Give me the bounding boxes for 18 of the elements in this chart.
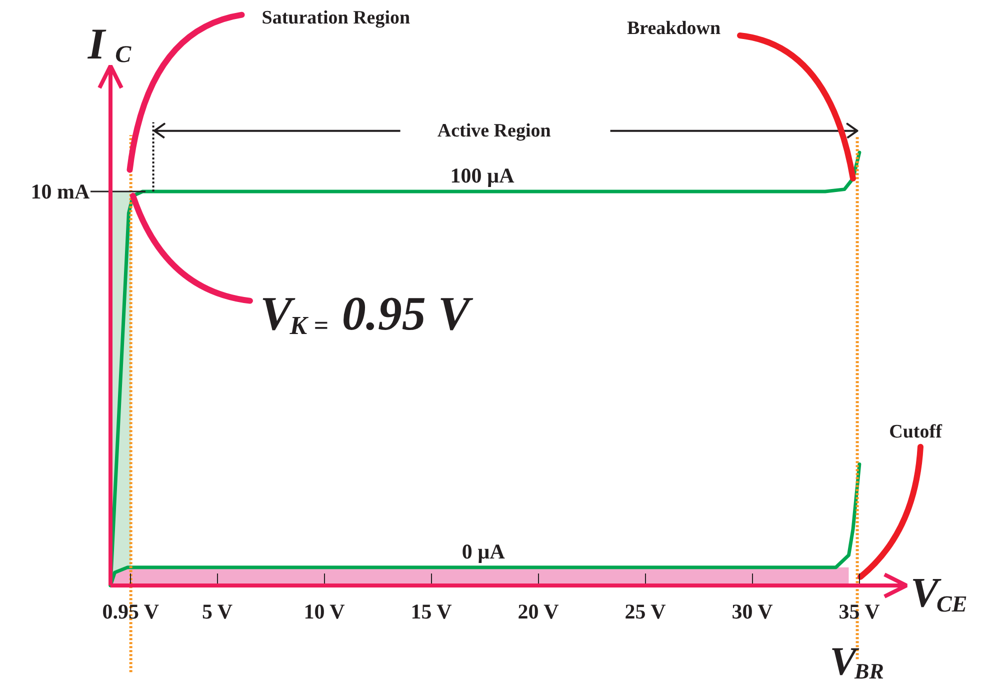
x-tick-label: 25 V (624, 600, 666, 624)
x-axis-title: VCE (910, 570, 968, 616)
x-tick-label: 30 V (732, 600, 773, 624)
annotation: Saturation Region (262, 7, 411, 28)
series-label: 0 µA (462, 539, 506, 564)
x-tick-label: 5 V (202, 600, 233, 624)
annotation: Cutoff (889, 421, 943, 442)
x-tick-label: 0.95 V (102, 600, 160, 624)
x-tick-label: 15 V (410, 600, 452, 624)
series-label: 100 µA (450, 163, 516, 188)
x-tick-label: 35 V (838, 600, 880, 624)
annotation: Breakdown (626, 18, 722, 39)
text: Active Region (437, 120, 552, 142)
annotation: 10 mA (30, 179, 90, 204)
x-tick-label: 10 V (304, 600, 345, 624)
ref-line-label: VBR (830, 638, 884, 684)
x-tick-label: 20 V (518, 600, 559, 624)
annotation: VK =0.95 V (260, 287, 474, 340)
